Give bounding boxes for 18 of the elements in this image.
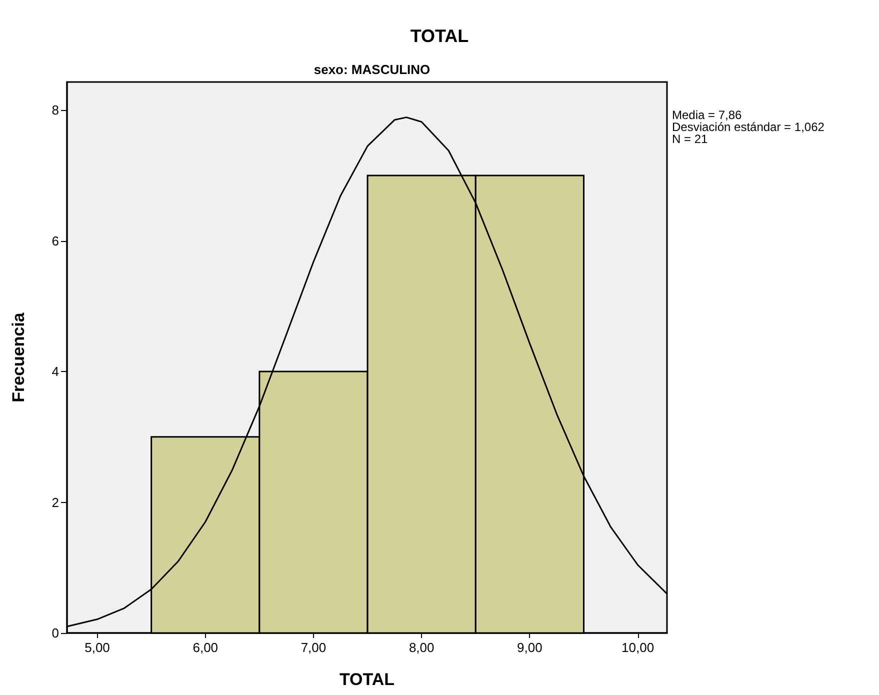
- chart-title: TOTAL: [410, 26, 469, 46]
- y-tick-label: 6: [52, 233, 59, 248]
- x-tick-label: 9,00: [517, 640, 542, 655]
- y-axis-title: Frecuencia: [9, 312, 28, 402]
- chart-subtitle: sexo: MASCULINO: [314, 62, 430, 77]
- y-tick-label: 4: [52, 364, 59, 380]
- text: Media = 7,86: [672, 108, 742, 122]
- x-tick-label: 10,00: [622, 640, 654, 655]
- x-tick-label: 7,00: [300, 640, 326, 655]
- x-axis-title: TOTAL: [339, 670, 395, 689]
- x-tick-label: 5,00: [84, 640, 110, 655]
- y-tick-label: 2: [52, 494, 59, 510]
- x-tick-label: 8,00: [408, 640, 434, 655]
- y-tick-label: 0: [52, 626, 59, 640]
- x-tick-label: 6,00: [192, 640, 218, 655]
- text: N = 21: [672, 132, 708, 146]
- y-tick-label: 8: [52, 102, 59, 118]
- text: Desviación estándar = 1,062: [672, 120, 825, 134]
